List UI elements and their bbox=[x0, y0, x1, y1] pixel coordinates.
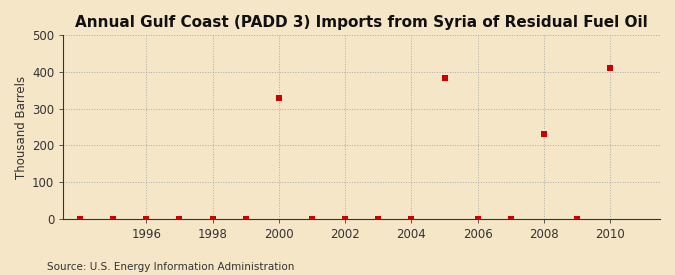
Point bbox=[406, 216, 417, 221]
Y-axis label: Thousand Barrels: Thousand Barrels bbox=[15, 75, 28, 178]
Point bbox=[539, 131, 549, 136]
Point bbox=[75, 216, 86, 221]
Point bbox=[306, 216, 317, 221]
Point bbox=[174, 216, 185, 221]
Point bbox=[141, 216, 152, 221]
Point bbox=[207, 216, 218, 221]
Title: Annual Gulf Coast (PADD 3) Imports from Syria of Residual Fuel Oil: Annual Gulf Coast (PADD 3) Imports from … bbox=[76, 15, 648, 30]
Point bbox=[472, 216, 483, 221]
Point bbox=[506, 216, 516, 221]
Point bbox=[240, 216, 251, 221]
Text: Source: U.S. Energy Information Administration: Source: U.S. Energy Information Administ… bbox=[47, 262, 294, 272]
Point bbox=[605, 65, 616, 70]
Point bbox=[273, 95, 284, 100]
Point bbox=[373, 216, 383, 221]
Point bbox=[108, 216, 119, 221]
Point bbox=[572, 216, 583, 221]
Point bbox=[340, 216, 350, 221]
Point bbox=[439, 75, 450, 80]
